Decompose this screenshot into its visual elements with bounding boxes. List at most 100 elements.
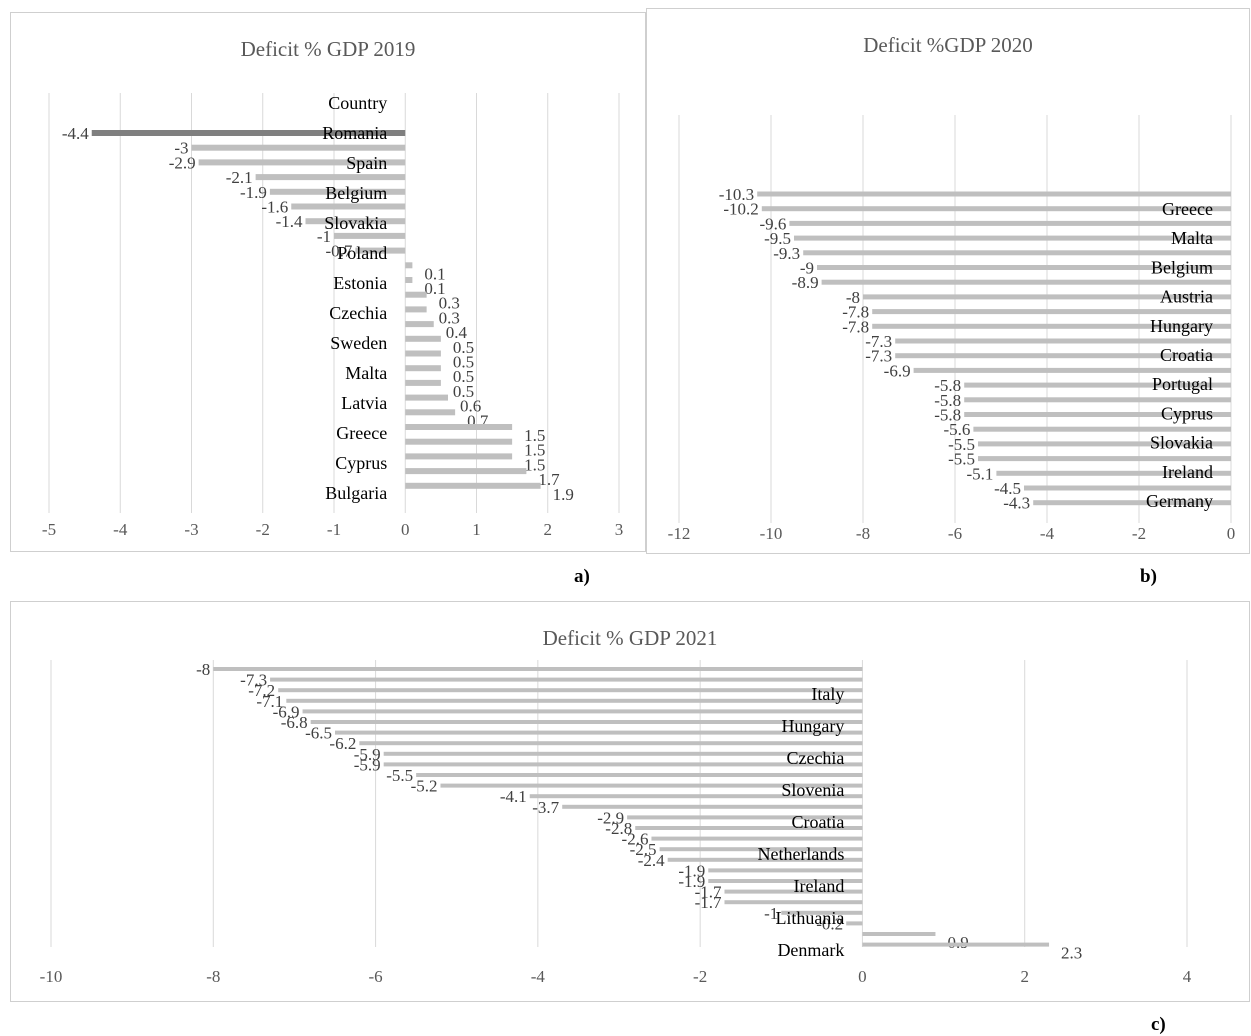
bar [334, 232, 406, 239]
chart-panel-2019: Deficit % GDP 2019 -5 -4 -3 -2 -1 0 1 2 3 -4.4 -3-… [10, 12, 646, 552]
bar [383, 751, 863, 756]
category-label: Malta [345, 363, 387, 383]
bar [405, 482, 541, 489]
x-tick-label: -8 [856, 524, 870, 543]
bar [964, 382, 1231, 388]
bar [405, 409, 456, 416]
bar [405, 394, 448, 401]
bar [724, 889, 863, 894]
data-label: -7.8 [842, 303, 869, 322]
data-label: -5.1 [966, 464, 993, 483]
bar [964, 412, 1231, 417]
bar [405, 306, 427, 313]
category-label: Sweden [330, 333, 387, 353]
category-label: Spain [346, 153, 387, 173]
bar [359, 741, 863, 746]
data-label: -6.9 [884, 361, 911, 380]
data-label: 1.5 [524, 426, 545, 445]
category-label: Greece [1162, 199, 1213, 219]
data-label: 0.5 [453, 338, 474, 357]
x-tick-label: -12 [668, 524, 691, 543]
data-label: 0.1 [424, 279, 445, 298]
bar [405, 335, 441, 342]
bar [846, 921, 863, 926]
x-tick-label: 1 [472, 520, 481, 539]
data-label: -5.5 [948, 435, 975, 454]
data-label: -1.9 [678, 872, 705, 891]
data-label: 0.3 [439, 308, 460, 327]
category-label: Hungary [1150, 316, 1213, 336]
bar [405, 277, 413, 283]
x-tick-label: 2 [544, 520, 553, 539]
bar [863, 294, 1231, 300]
bar [529, 794, 863, 799]
data-label: -5.8 [934, 406, 961, 425]
bar [708, 868, 863, 873]
data-label: -7.3 [240, 671, 267, 690]
bar [405, 350, 441, 357]
data-label: -7.8 [842, 317, 869, 336]
bar [286, 698, 863, 703]
data-label: 1.5 [524, 441, 545, 460]
bar [1033, 500, 1231, 506]
data-label: 0.5 [453, 382, 474, 401]
x-tick-label: -2 [1132, 524, 1146, 543]
bar [895, 338, 1231, 344]
bar [978, 441, 1231, 447]
data-label: 0.5 [453, 367, 474, 386]
data-label: -5.6 [943, 420, 970, 439]
data-label: -0.2 [816, 914, 843, 933]
data-label: -1 [764, 904, 778, 923]
data-label: -2.4 [638, 851, 665, 870]
x-tick-label: -4 [113, 520, 128, 539]
bar [416, 773, 863, 777]
data-label: -9.3 [773, 244, 800, 263]
bar [627, 815, 863, 820]
x-tick-label: -6 [368, 967, 382, 986]
data-label: -6.2 [329, 734, 356, 753]
category-label: Latvia [341, 393, 387, 413]
data-label: 0.9 [947, 933, 968, 952]
bar [659, 847, 863, 852]
bar [405, 365, 441, 372]
data-label: -6.5 [305, 724, 332, 743]
data-label: -2.5 [630, 840, 657, 859]
data-label: -9.5 [764, 229, 791, 248]
bar [872, 309, 1231, 315]
chart-2021-plot: -10 -8 -6 -4 -2 0 2 4 -8 -7.3-7.2-7.1-6.9-6.8-6.5… [40, 660, 1192, 986]
bar [302, 709, 863, 714]
chart-title: Deficit % GDP 2019 [240, 37, 416, 61]
category-label: Slovakia [1150, 433, 1213, 453]
x-tick-label: -10 [40, 967, 63, 986]
category-label: Netherlands [757, 844, 844, 864]
data-label: -5.2 [411, 777, 438, 796]
data-label: 1.7 [538, 470, 560, 489]
data-label: -1.9 [240, 183, 267, 202]
category-label: Croatia [1160, 345, 1213, 365]
data-label: 1.9 [553, 485, 574, 504]
bar [781, 910, 863, 915]
x-tick-label: -4 [1040, 524, 1055, 543]
data-label: -9 [800, 259, 814, 278]
bar [562, 804, 863, 809]
x-tick-label: 0 [1227, 524, 1236, 543]
bar [724, 900, 863, 905]
category-label: Slovakia [324, 213, 387, 233]
bar [973, 426, 1231, 432]
bar [355, 247, 406, 254]
bar [761, 206, 1231, 212]
data-label: -4.1 [500, 787, 527, 806]
x-tick-label: 0 [858, 967, 867, 986]
bar [335, 730, 863, 735]
category-label: Belgium [1151, 257, 1213, 277]
category-label: Croatia [791, 812, 844, 832]
category-label: Denmark [777, 940, 844, 960]
category-label: Czechia [786, 748, 844, 768]
bar [278, 688, 863, 693]
data-label: -1.4 [276, 212, 303, 231]
category-label: Cyprus [1161, 403, 1213, 423]
chart-2020-plot: -12 -10 -8 -6 -4 -2 0-10.3-10.2-9.6-9.5-9.3-9-… [668, 115, 1236, 543]
data-label: -4.5 [994, 479, 1021, 498]
data-label: -6.9 [273, 702, 300, 721]
chart-2019-plot: -5 -4 -3 -2 -1 0 1 2 3-4.4-3-2.9-2.1-1.9-1.6-1.4… [42, 93, 623, 539]
